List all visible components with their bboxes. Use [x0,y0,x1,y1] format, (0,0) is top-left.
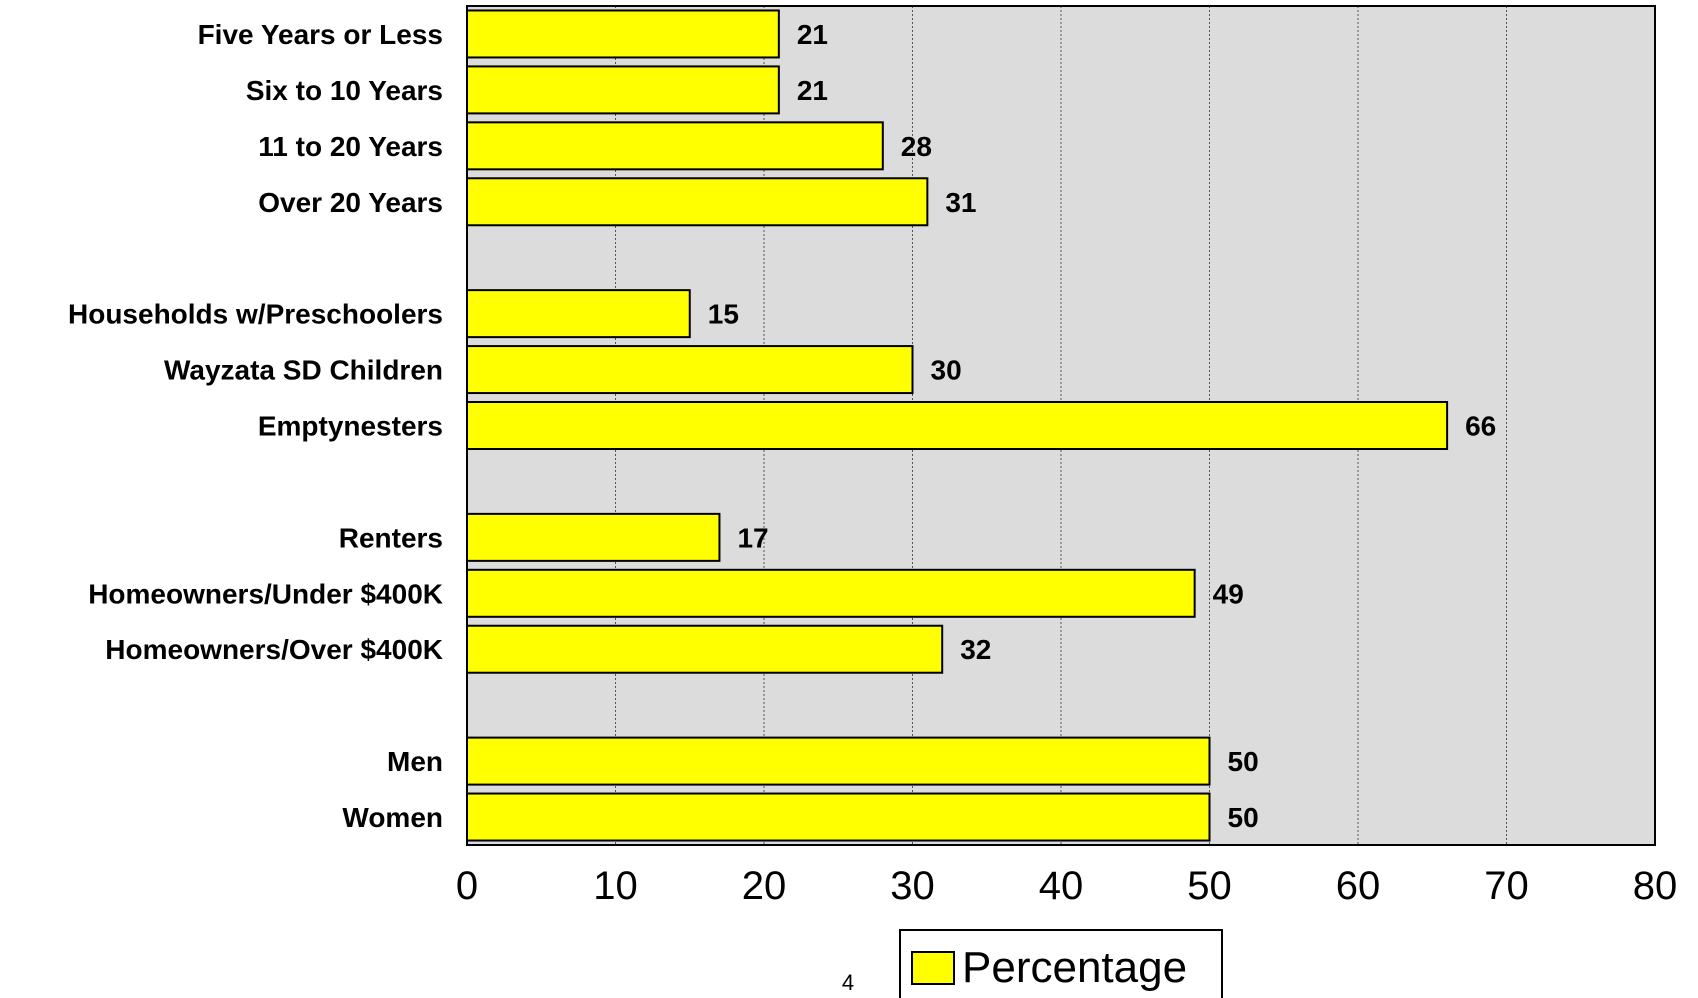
data-label: 17 [737,522,768,553]
category-label: Over 20 Years [258,187,443,218]
category-label: Men [387,746,443,777]
x-tick-label: 0 [456,864,478,908]
category-label: Wayzata SD Children [164,355,443,386]
bars [466,9,1449,842]
bar [466,65,780,115]
data-label: 32 [960,634,991,665]
category-label: Five Years or Less [198,19,443,50]
legend: Percentage [899,929,1223,998]
x-tick-label: 20 [742,864,787,908]
data-label: 15 [708,299,739,330]
bar [466,121,884,171]
bar [466,624,944,674]
bar [466,568,1196,618]
category-label: Emptynesters [258,411,443,442]
bar [466,177,929,227]
data-label: 21 [797,19,828,50]
data-label: 50 [1228,746,1259,777]
data-label: 50 [1228,802,1259,833]
page-number: 4 [842,970,854,995]
category-label: Six to 10 Years [246,75,443,106]
category-label: Renters [339,522,443,553]
x-tick-label: 10 [593,864,638,908]
data-label: 66 [1465,411,1496,442]
legend-swatch [911,951,955,985]
data-label: 21 [797,75,828,106]
x-tick-label: 80 [1633,864,1678,908]
x-tick-label: 70 [1484,864,1529,908]
x-tick-label: 60 [1336,864,1381,908]
category-label: Homeowners/Over $400K [105,634,443,665]
x-tick-label: 50 [1187,864,1232,908]
category-label: Homeowners/Under $400K [88,578,443,609]
legend-label: Percentage [962,943,1187,992]
bar [466,289,691,339]
value-labels: 21 21 28 31 15 30 66 17 49 32 50 50 [708,19,1497,833]
bar [466,401,1449,450]
x-tick-label: 30 [890,864,935,908]
category-label: 11 to 20 Years [258,131,443,162]
data-label: 31 [945,187,976,218]
plot-border [466,5,1656,846]
bar [466,736,1211,786]
data-label: 28 [901,131,932,162]
bar [466,792,1211,842]
category-label: Women [342,802,443,833]
bar [466,512,721,562]
x-tick-label: 40 [1039,864,1084,908]
bar [466,345,914,395]
data-label: 30 [931,355,962,386]
category-labels: Five Years or Less Six to 10 Years 11 to 2… [68,19,443,833]
x-axis-ticks: 0 10 20 30 40 50 60 70 80 [456,864,1677,908]
category-label: Households w/Preschoolers [68,299,443,330]
data-label: 49 [1213,578,1244,609]
bar [466,9,780,59]
